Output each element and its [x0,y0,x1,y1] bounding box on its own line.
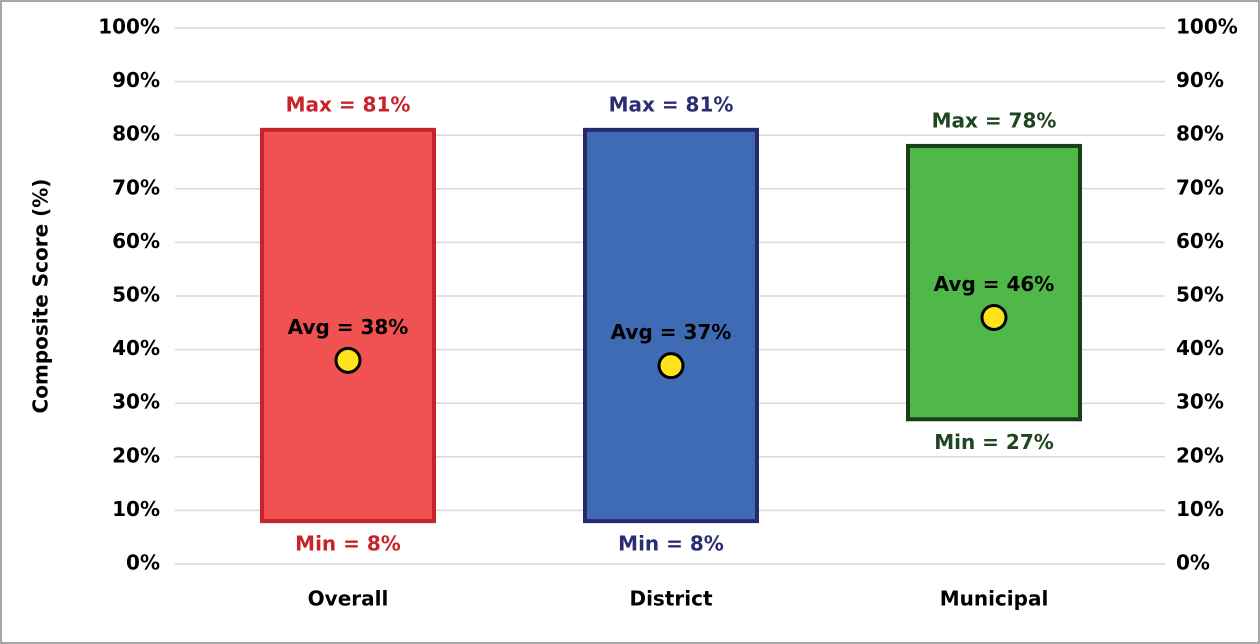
min-label: Min = 27% [934,430,1054,454]
y-tick-label: 70% [112,175,160,199]
y-tick-label: 80% [112,122,160,146]
range-bar [260,127,436,524]
y-tick-label: 30% [112,390,160,414]
avg-label: Avg = 38% [288,315,409,339]
y2-tick-label: 80% [1176,122,1224,146]
y2-tick-label: 70% [1176,175,1224,199]
min-label: Min = 8% [295,532,401,556]
y2-tick-label: 100% [1176,15,1238,39]
y-tick-label: 90% [112,68,160,92]
y-axis-label: Composite Score (%) [29,179,53,414]
y-tick-label: 40% [112,336,160,360]
y-tick-label: 0% [126,551,160,575]
x-tick-label: Municipal [940,587,1049,611]
avg-label: Avg = 46% [934,272,1055,296]
y2-tick-label: 90% [1176,68,1224,92]
avg-point [657,352,685,380]
avg-label: Avg = 37% [611,320,732,344]
avg-point [980,303,1008,331]
max-label: Max = 78% [932,108,1057,132]
x-tick-label: District [629,587,712,611]
y-tick-label: 10% [112,497,160,521]
range-bar [583,127,759,524]
y-tick-label: 100% [98,15,160,39]
y2-tick-label: 30% [1176,390,1224,414]
max-label: Max = 81% [286,92,411,116]
max-label: Max = 81% [609,92,734,116]
y2-tick-label: 40% [1176,336,1224,360]
y2-tick-label: 60% [1176,229,1224,253]
y-tick-label: 50% [112,283,160,307]
y2-tick-label: 0% [1176,551,1210,575]
range-bar [906,143,1082,422]
avg-point [334,346,362,374]
y2-tick-label: 10% [1176,497,1224,521]
y2-tick-label: 50% [1176,283,1224,307]
x-tick-label: Overall [308,587,389,611]
y-tick-label: 60% [112,229,160,253]
y2-tick-label: 20% [1176,443,1224,467]
min-label: Min = 8% [618,532,724,556]
y-tick-label: 20% [112,443,160,467]
